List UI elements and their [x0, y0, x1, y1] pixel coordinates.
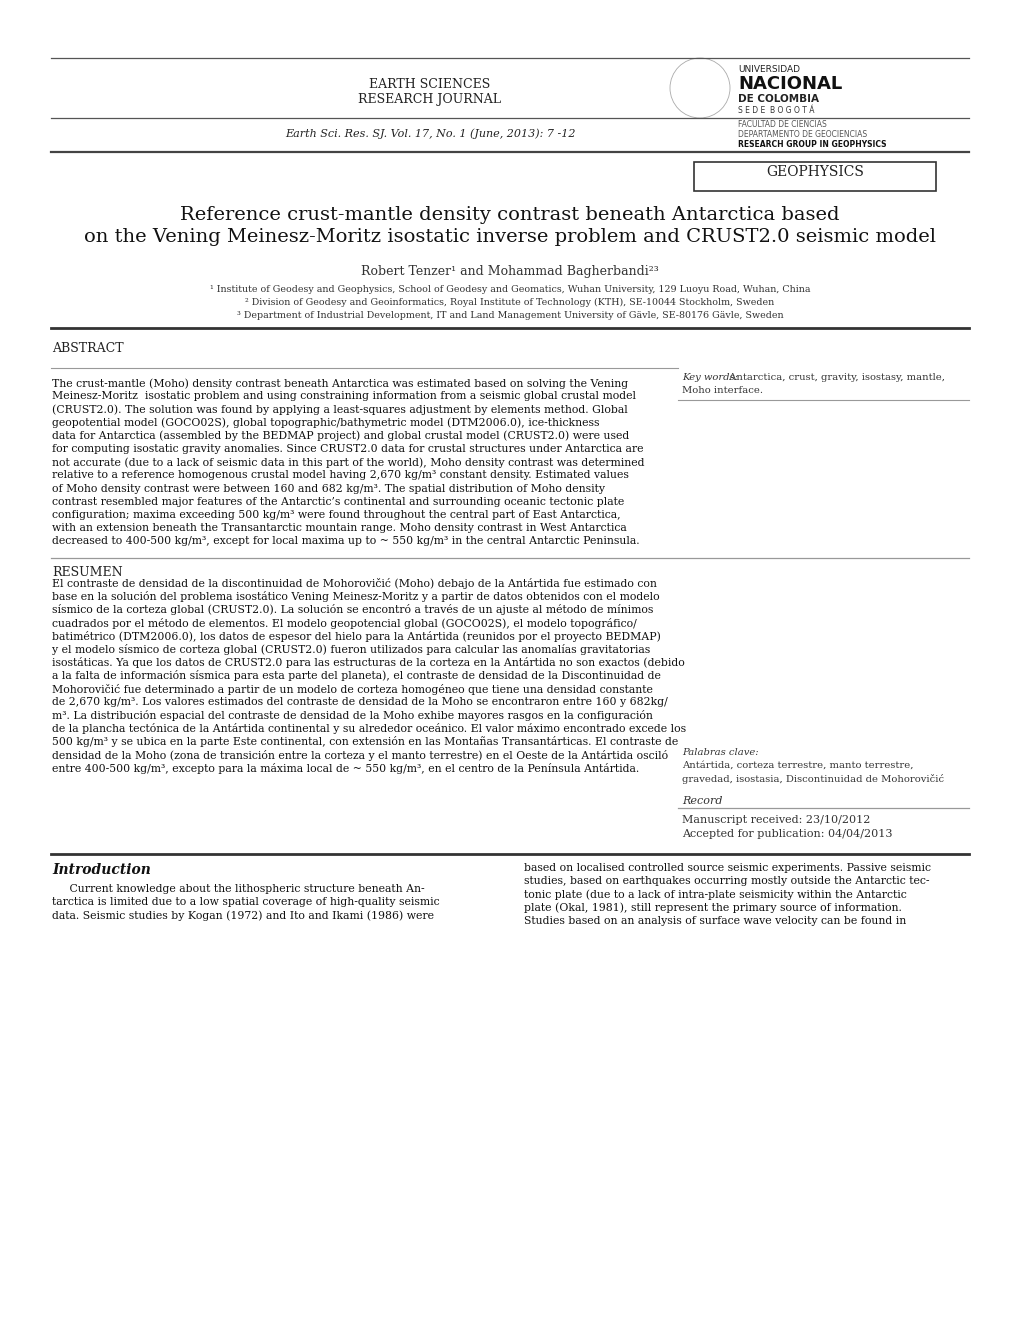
Text: sísmico de la corteza global (CRUST2.0). La solución se encontró a través de un : sísmico de la corteza global (CRUST2.0).… — [52, 604, 653, 615]
Text: decreased to 400-500 kg/m³, except for local maxima up to ~ 550 kg/m³ in the cen: decreased to 400-500 kg/m³, except for l… — [52, 537, 639, 546]
Text: ¹ Institute of Geodesy and Geophysics, School of Geodesy and Geomatics, Wuhan Un: ¹ Institute of Geodesy and Geophysics, S… — [210, 286, 809, 293]
Text: S E D E  B O G O T Á: S E D E B O G O T Á — [738, 106, 814, 116]
Text: for computing isostatic gravity anomalies. Since CRUST2.0 data for crustal struc: for computing isostatic gravity anomalie… — [52, 444, 643, 454]
Text: Reference crust-mantle density contrast beneath Antarctica based: Reference crust-mantle density contrast … — [180, 206, 839, 224]
Text: Meinesz-Moritz  isostatic problem and using constraining information from a seis: Meinesz-Moritz isostatic problem and usi… — [52, 392, 636, 401]
Text: Manuscript received: 23/10/2012: Manuscript received: 23/10/2012 — [682, 815, 869, 825]
Text: Antártida, corteza terrestre, manto terrestre,: Antártida, corteza terrestre, manto terr… — [682, 761, 913, 770]
Text: UNIVERSIDAD: UNIVERSIDAD — [738, 65, 799, 74]
Text: RESUMEN: RESUMEN — [52, 566, 122, 579]
Text: data. Seismic studies by Kogan (1972) and Ito and Ikami (1986) were: data. Seismic studies by Kogan (1972) an… — [52, 911, 433, 920]
Text: tonic plate (due to a lack of intra-plate seismicity within the Antarctic: tonic plate (due to a lack of intra-plat… — [524, 890, 906, 900]
Text: cuadrados por el método de elementos. El modelo geopotencial global (GOCO02S), e: cuadrados por el método de elementos. El… — [52, 618, 636, 628]
Text: configuration; maxima exceeding 500 kg/m³ were found throughout the central part: configuration; maxima exceeding 500 kg/m… — [52, 510, 620, 521]
Text: Accepted for publication: 04/04/2013: Accepted for publication: 04/04/2013 — [682, 829, 892, 839]
Text: studies, based on earthquakes occurring mostly outside the Antarctic tec-: studies, based on earthquakes occurring … — [524, 876, 928, 886]
Text: batimétrico (DTM2006.0), los datos de espesor del hielo para la Antártida (reuni: batimétrico (DTM2006.0), los datos de es… — [52, 631, 660, 641]
Text: GEOPHYSICS: GEOPHYSICS — [765, 165, 863, 179]
Text: Key words:: Key words: — [682, 373, 738, 382]
Text: Palabras clave:: Palabras clave: — [682, 748, 758, 757]
Text: isostáticas. Ya que los datos de CRUST2.0 para las estructuras de la corteza en : isostáticas. Ya que los datos de CRUST2.… — [52, 657, 684, 668]
Text: NACIONAL: NACIONAL — [738, 74, 842, 93]
Text: contrast resembled major features of the Antarctic’s continental and surrounding: contrast resembled major features of the… — [52, 497, 624, 507]
Text: relative to a reference homogenous crustal model having 2,670 kg/m³ constant den: relative to a reference homogenous crust… — [52, 470, 629, 481]
Text: tarctica is limited due to a low spatial coverage of high-quality seismic: tarctica is limited due to a low spatial… — [52, 898, 439, 907]
Text: RESEARCH JOURNAL: RESEARCH JOURNAL — [358, 93, 501, 106]
Text: EARTH SCIENCES: EARTH SCIENCES — [369, 78, 490, 92]
Text: ABSTRACT: ABSTRACT — [52, 343, 123, 355]
Text: RESEARCH GROUP IN GEOPHYSICS: RESEARCH GROUP IN GEOPHYSICS — [738, 139, 886, 149]
Text: densidad de la Moho (zona de transición entre la corteza y el manto terrestre) e: densidad de la Moho (zona de transición … — [52, 749, 667, 761]
Text: 500 kg/m³ y se ubica en la parte Este continental, con extensión en las Montañas: 500 kg/m³ y se ubica en la parte Este co… — [52, 737, 678, 748]
Text: entre 400-500 kg/m³, excepto para la máxima local de ~ 550 kg/m³, en el centro d: entre 400-500 kg/m³, excepto para la máx… — [52, 762, 639, 774]
Text: plate (Okal, 1981), still represent the primary source of information.: plate (Okal, 1981), still represent the … — [524, 903, 901, 914]
Text: Moho interface.: Moho interface. — [682, 386, 762, 394]
Text: de 2,670 kg/m³. Los valores estimados del contraste de densidad de la Moho se en: de 2,670 kg/m³. Los valores estimados de… — [52, 697, 667, 706]
Text: (CRUST2.0). The solution was found by applying a least-squares adjustment by ele: (CRUST2.0). The solution was found by ap… — [52, 405, 627, 414]
Text: data for Antarctica (assembled by the BEDMAP project) and global crustal model (: data for Antarctica (assembled by the BE… — [52, 430, 629, 441]
Text: Antarctica, crust, gravity, isostasy, mantle,: Antarctica, crust, gravity, isostasy, ma… — [726, 373, 944, 382]
Text: ³ Department of Industrial Development, IT and Land Management University of Gäv: ³ Department of Industrial Development, … — [236, 311, 783, 320]
Text: m³. La distribución espacial del contraste de densidad de la Moho exhibe mayores: m³. La distribución espacial del contras… — [52, 710, 652, 721]
Text: Current knowledge about the lithospheric structure beneath An-: Current knowledge about the lithospheric… — [52, 884, 424, 894]
Text: of Moho density contrast were between 160 and 682 kg/m³. The spatial distributio: of Moho density contrast were between 16… — [52, 483, 604, 494]
Text: base en la solución del problema isostático Vening Meinesz-Moritz y a partir de : base en la solución del problema isostát… — [52, 591, 659, 602]
Text: El contraste de densidad de la discontinuidad de Mohorovičić (Moho) debajo de la: El contraste de densidad de la discontin… — [52, 578, 656, 590]
Text: de la plancha tectónica de la Antártida continental y su alrededor oceánico. El : de la plancha tectónica de la Antártida … — [52, 724, 686, 734]
Text: DE COLOMBIA: DE COLOMBIA — [738, 94, 818, 104]
Text: gravedad, isostasia, Discontinuidad de Mohorovičić: gravedad, isostasia, Discontinuidad de M… — [682, 774, 944, 784]
Text: DEPARTAMENTO DE GEOCIENCIAS: DEPARTAMENTO DE GEOCIENCIAS — [738, 130, 866, 139]
FancyBboxPatch shape — [693, 162, 935, 191]
Text: a la falta de información sísmica para esta parte del planeta), el contraste de : a la falta de información sísmica para e… — [52, 671, 660, 681]
Text: not accurate (due to a lack of seismic data in this part of the world), Moho den: not accurate (due to a lack of seismic d… — [52, 457, 644, 467]
Text: Introduction: Introduction — [52, 863, 151, 876]
Text: Mohorovičić fue determinado a partir de un modelo de corteza homogéneo que tiene: Mohorovičić fue determinado a partir de … — [52, 684, 652, 695]
Text: ² Division of Geodesy and Geoinformatics, Royal Institute of Technology (KTH), S: ² Division of Geodesy and Geoinformatics… — [246, 297, 773, 307]
Text: Earth Sci. Res. SJ. Vol. 17, No. 1 (June, 2013): 7 -12: Earth Sci. Res. SJ. Vol. 17, No. 1 (June… — [284, 127, 575, 138]
Text: Record: Record — [682, 795, 721, 806]
Text: geopotential model (GOCO02S), global topographic/bathymetric model (DTM2006.0), : geopotential model (GOCO02S), global top… — [52, 417, 599, 428]
Text: on the Vening Meinesz-Moritz isostatic inverse problem and CRUST2.0 seismic mode: on the Vening Meinesz-Moritz isostatic i… — [84, 228, 935, 246]
Text: The crust-mantle (Moho) density contrast beneath Antarctica was estimated based : The crust-mantle (Moho) density contrast… — [52, 378, 628, 389]
Text: FACULTAD DE CIENCIAS: FACULTAD DE CIENCIAS — [738, 120, 826, 129]
Text: y el modelo sísmico de corteza global (CRUST2.0) fueron utilizados para calcular: y el modelo sísmico de corteza global (C… — [52, 644, 650, 655]
Text: Studies based on an analysis of surface wave velocity can be found in: Studies based on an analysis of surface … — [524, 916, 905, 926]
Text: based on localised controlled source seismic experiments. Passive seismic: based on localised controlled source sei… — [524, 863, 930, 872]
Text: with an extension beneath the Transantarctic mountain range. Moho density contra: with an extension beneath the Transantar… — [52, 523, 626, 534]
Text: Robert Tenzer¹ and Mohammad Bagherbandi²³: Robert Tenzer¹ and Mohammad Bagherbandi²… — [361, 266, 658, 278]
